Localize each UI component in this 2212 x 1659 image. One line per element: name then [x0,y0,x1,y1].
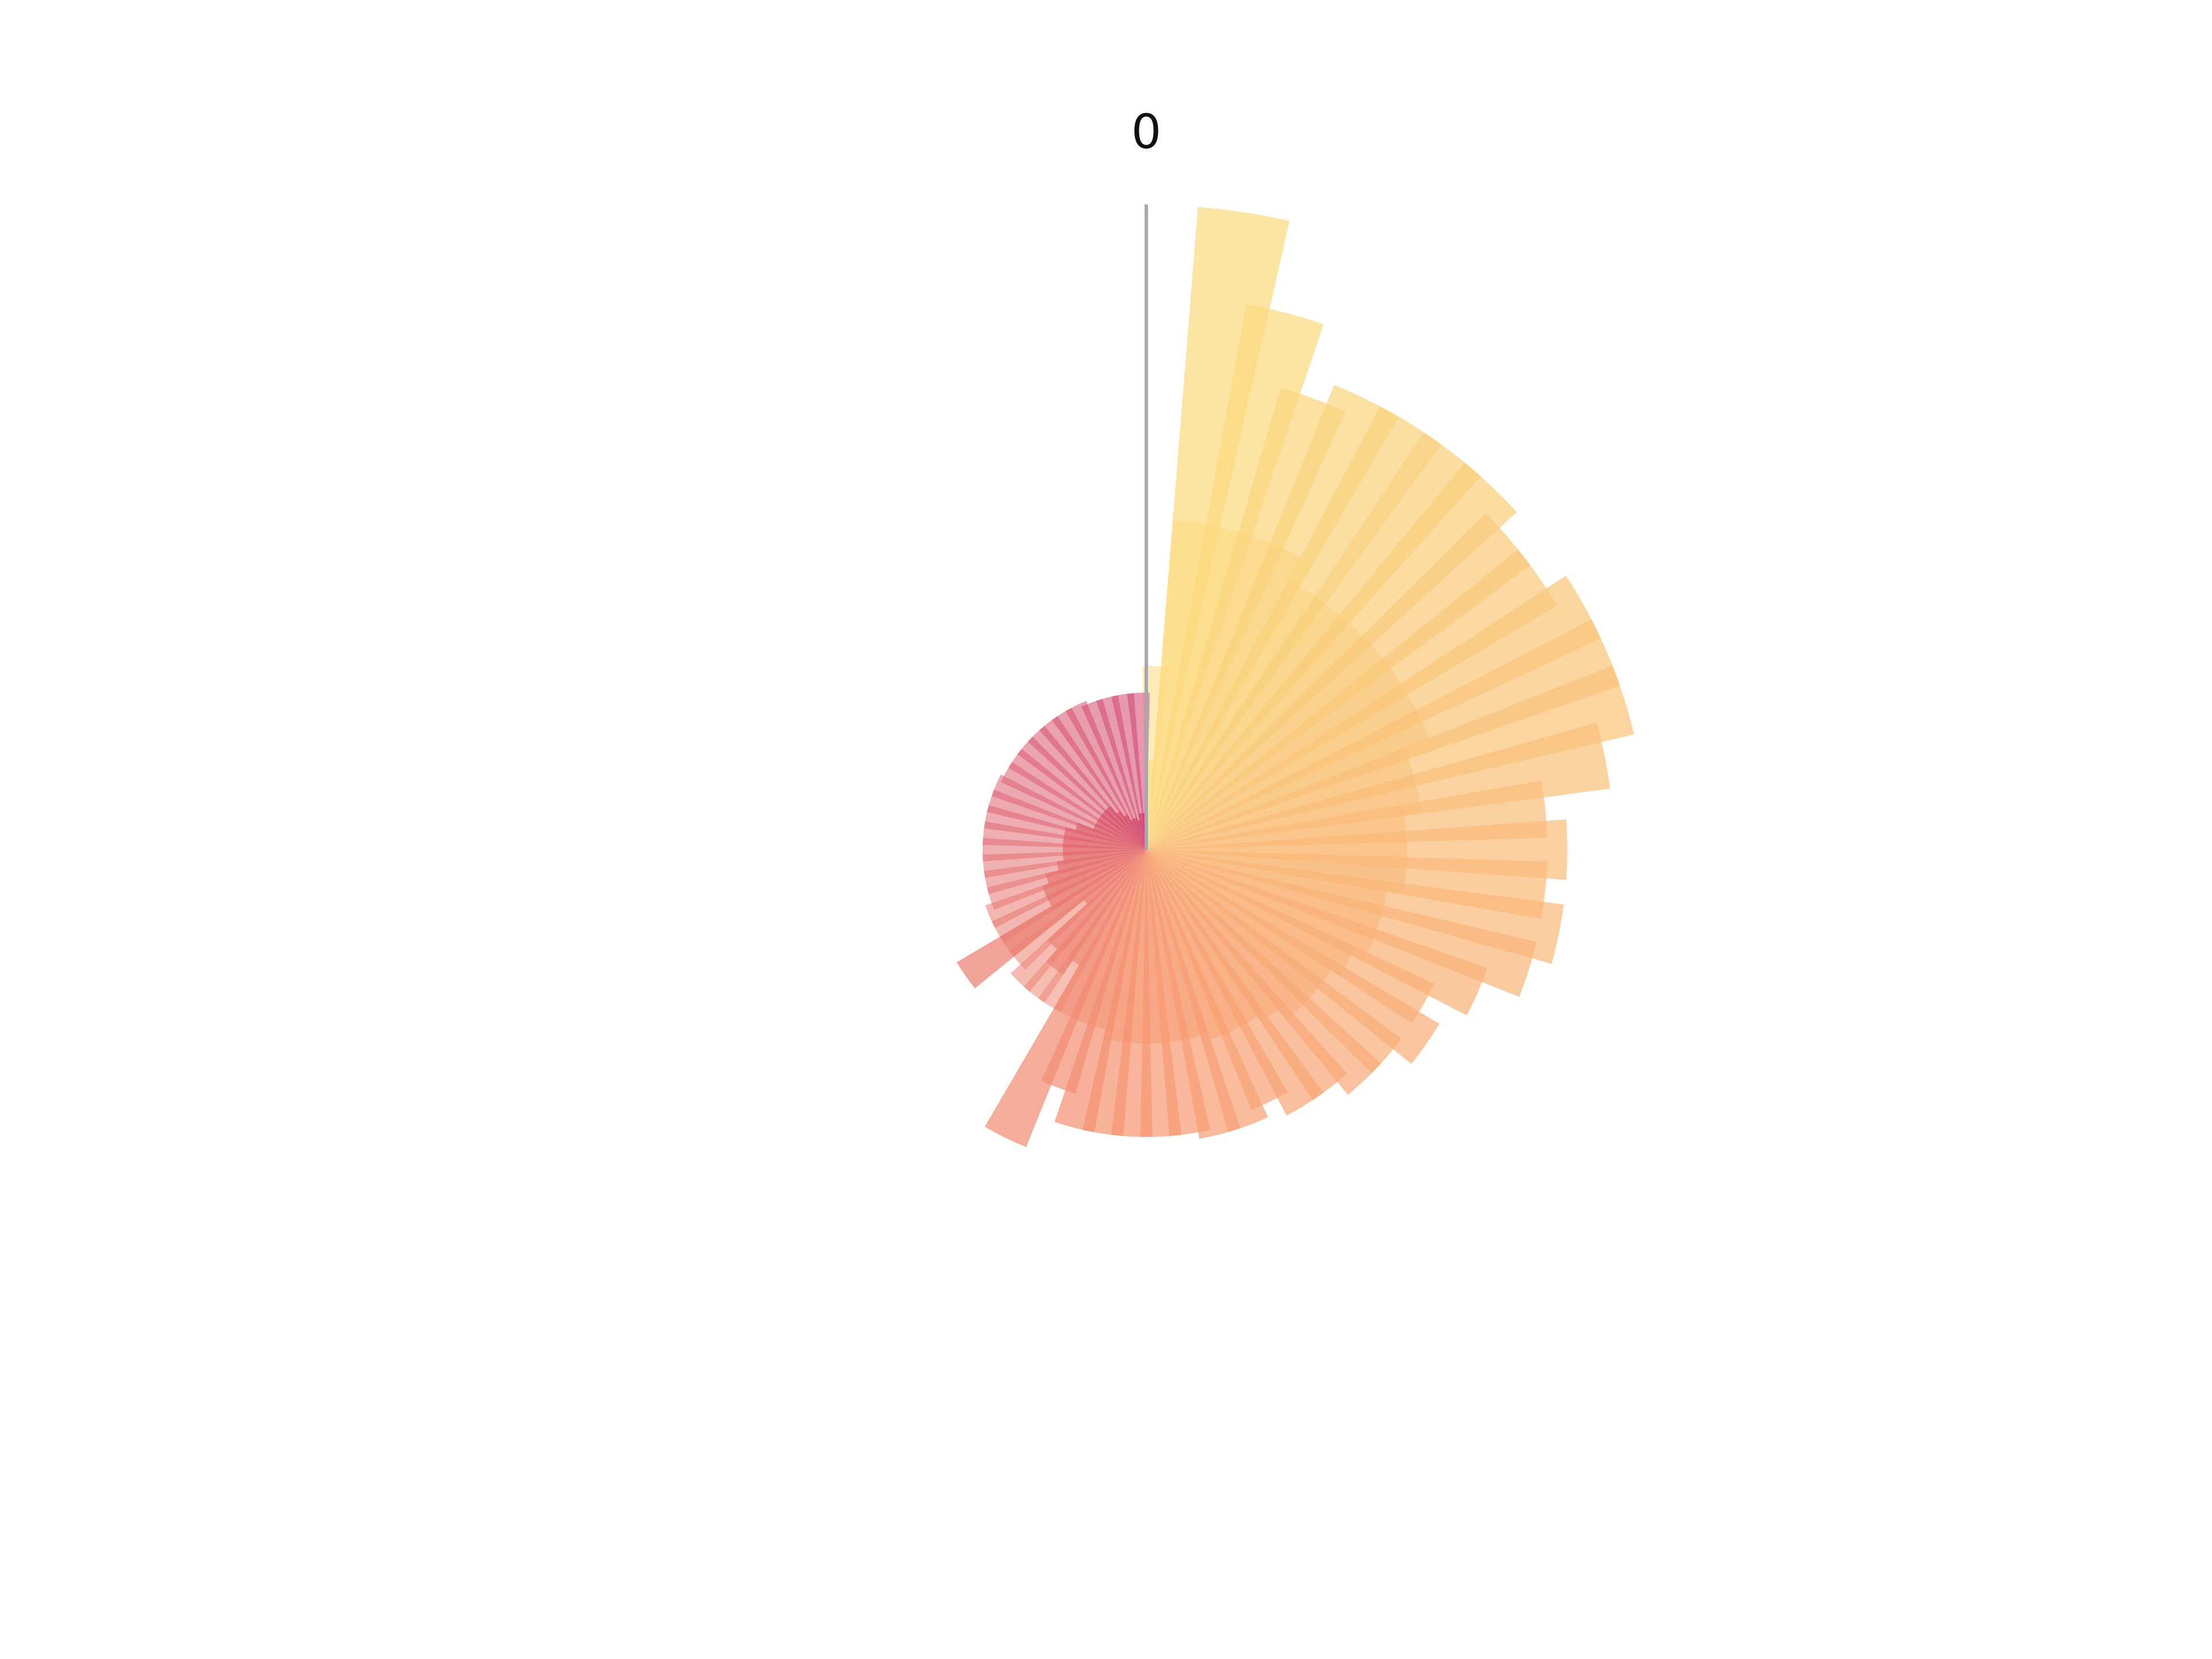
series-2-bar-30 [1146,850,1190,1043]
series-2-bar-26 [1146,850,1264,1027]
series-2-bar-44 [987,850,1146,910]
series-2-bar-42 [991,850,1146,943]
series-2-bar-58 [1065,700,1146,850]
series-2-bar-23 [1146,850,1324,1005]
series-2-bar-8 [1146,615,1372,850]
series-2-bar-10 [1146,658,1408,850]
series-2-bar-22 [1146,850,1336,988]
series-2-bar-27 [1146,850,1248,1036]
series-2-bar-55 [1028,725,1146,850]
series-2-bar-9 [1146,635,1391,850]
series-2-bar-40 [1009,850,1146,970]
series-2-bar-24 [1146,850,1309,1020]
series-2-bar-13 [1146,748,1416,850]
series-2-bar-61 [1111,693,1146,850]
series-2-bar-59 [1081,699,1146,850]
series-2-bar-38 [1024,850,1146,1003]
series-2-bar-43 [985,850,1146,928]
series-2-bar-56 [1039,716,1146,850]
series-2-bar-29 [1146,850,1209,1040]
series-2-bar-7 [1146,596,1350,850]
series-2-bar-54 [1017,736,1146,850]
series-2-bar-57 [1052,707,1146,850]
series-2-bar-25 [1146,850,1285,1022]
series-2-bar-11 [1146,683,1422,850]
series-2-bar-62 [1127,692,1150,850]
bars-layer [956,207,1634,1147]
series-2-bar-60 [1096,695,1146,850]
series-2-bar-53 [1008,748,1146,850]
series-2-bar-28 [1146,850,1230,1043]
series-2-bar-41 [999,850,1146,957]
series-2-bar-45 [984,850,1146,895]
series-2-group [982,520,1434,1044]
series-2-bar-14 [1146,774,1422,850]
series-2-bar-12 [1146,710,1434,850]
scale-label: 0 [1131,105,1161,160]
series-2-bar-39 [1010,850,1146,992]
